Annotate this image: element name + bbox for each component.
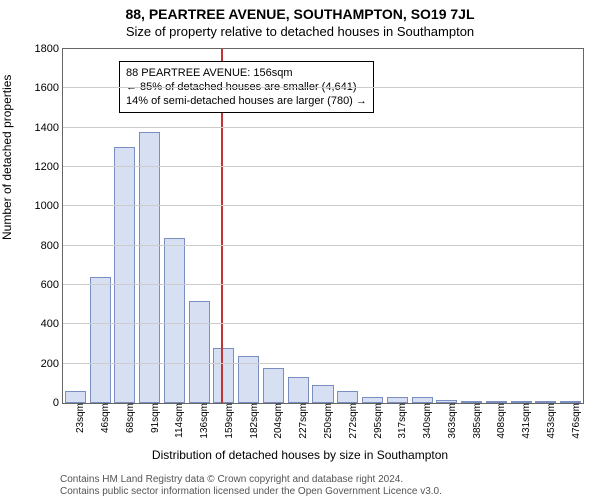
x-tick: 136sqm <box>197 403 210 439</box>
x-tick: 114sqm <box>172 403 185 438</box>
bar <box>164 238 185 403</box>
x-tick: 250sqm <box>321 403 334 439</box>
x-tick: 340sqm <box>420 403 433 439</box>
bar <box>90 277 111 403</box>
bar <box>312 385 333 403</box>
y-tick: 400 <box>41 318 63 330</box>
y-tick: 1800 <box>35 43 63 55</box>
y-tick: 600 <box>41 279 63 291</box>
x-tick: 295sqm <box>371 403 384 439</box>
gridline <box>63 284 583 285</box>
gridline <box>63 127 583 128</box>
x-tick: 227sqm <box>296 403 309 439</box>
bar <box>213 348 234 403</box>
gridline <box>63 245 583 246</box>
gridline <box>63 166 583 167</box>
y-axis-label: Number of detached properties <box>0 75 14 240</box>
gridline <box>63 87 583 88</box>
gridline <box>63 205 583 206</box>
gridline <box>63 363 583 364</box>
y-tick: 1000 <box>35 200 63 212</box>
bar <box>337 391 358 403</box>
plot-area: 88 PEARTREE AVENUE: 156sqm← 85% of detac… <box>62 48 584 404</box>
x-tick: 317sqm <box>395 403 408 439</box>
x-tick: 408sqm <box>494 403 507 439</box>
annotation-line: 14% of semi-detached houses are larger (… <box>126 94 367 108</box>
x-axis-label: Distribution of detached houses by size … <box>0 448 600 462</box>
bar <box>65 391 86 403</box>
x-tick: 453sqm <box>544 403 557 439</box>
x-tick: 363sqm <box>445 403 458 439</box>
footer-line-2: Contains public sector information licen… <box>60 486 442 498</box>
x-tick: 91sqm <box>148 403 161 433</box>
x-tick: 272sqm <box>346 403 359 439</box>
footer-text: Contains HM Land Registry data © Crown c… <box>60 474 442 498</box>
x-tick: 431sqm <box>519 403 532 439</box>
bar <box>288 377 309 403</box>
chart-title-1: 88, PEARTREE AVENUE, SOUTHAMPTON, SO19 7… <box>0 6 600 22</box>
bar <box>114 147 135 403</box>
x-tick: 46sqm <box>98 403 111 433</box>
bar <box>189 301 210 403</box>
y-tick: 0 <box>53 397 63 409</box>
annotation-line: 88 PEARTREE AVENUE: 156sqm <box>126 66 367 80</box>
gridline <box>63 323 583 324</box>
y-tick: 800 <box>41 240 63 252</box>
y-tick: 1400 <box>35 122 63 134</box>
x-tick: 182sqm <box>247 403 260 439</box>
bar <box>263 368 284 403</box>
x-tick: 159sqm <box>222 403 235 439</box>
y-tick: 1200 <box>35 161 63 173</box>
chart-title-2: Size of property relative to detached ho… <box>0 24 600 39</box>
y-tick: 1600 <box>35 82 63 94</box>
y-tick: 200 <box>41 358 63 370</box>
x-tick: 68sqm <box>123 403 136 433</box>
footer-line-1: Contains HM Land Registry data © Crown c… <box>60 474 442 486</box>
x-tick: 204sqm <box>271 403 284 439</box>
x-tick: 23sqm <box>73 403 86 433</box>
x-tick: 476sqm <box>569 403 582 439</box>
x-tick: 385sqm <box>470 403 483 439</box>
